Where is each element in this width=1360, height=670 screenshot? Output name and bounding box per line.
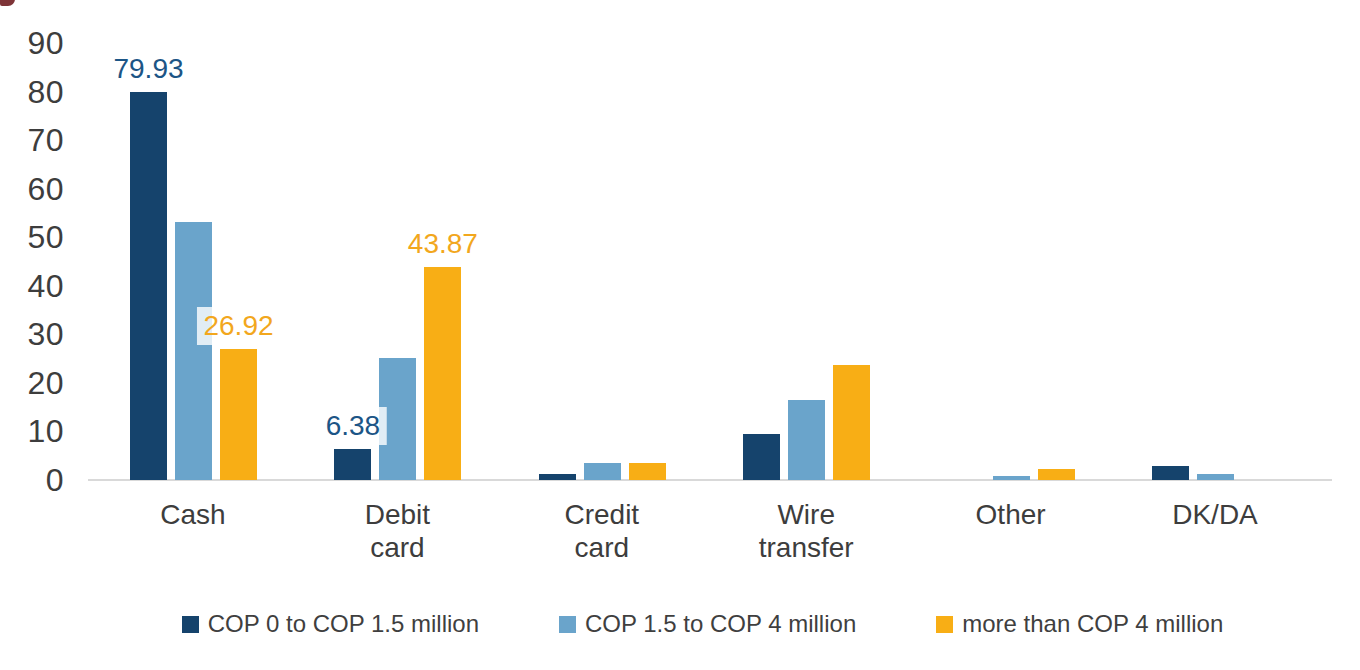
- bar-dk-da-series-1: [1197, 474, 1234, 480]
- y-tick-label-0: 0: [0, 463, 64, 497]
- bar-cash-series-1: [175, 222, 212, 480]
- y-tick-label-90: 90: [0, 26, 64, 60]
- bar-debit-card-series-2: [424, 267, 461, 480]
- legend-entry-0: COP 0 to COP 1.5 million: [182, 610, 479, 638]
- category-label-cash: Cash: [93, 498, 293, 531]
- cropped-text-artifact: [0, 0, 15, 6]
- legend-label: more than COP 4 million: [962, 610, 1223, 638]
- bar-wire-transfer-series-1: [788, 400, 825, 480]
- y-tick-label-80: 80: [0, 75, 64, 109]
- bar-dk-da-series-0: [1152, 466, 1189, 480]
- bar-wire-transfer-series-2: [833, 365, 870, 480]
- bar-cash-series-0: [130, 92, 167, 480]
- legend-swatch-icon: [559, 616, 576, 633]
- category-label-debit-card: Debitcard: [297, 498, 497, 564]
- legend-label: COP 1.5 to COP 4 million: [585, 610, 856, 638]
- y-tick-label-30: 30: [0, 317, 64, 351]
- bar-credit-card-series-1: [584, 463, 621, 480]
- legend-entry-2: more than COP 4 million: [936, 610, 1223, 638]
- bar-debit-card-series-0: [334, 449, 371, 480]
- legend: COP 0 to COP 1.5 million COP 1.5 to COP 4…: [0, 610, 1360, 638]
- y-tick-label-50: 50: [0, 220, 64, 254]
- bar-chart: 0102030405060708090 79.9326.926.3843.87 …: [0, 0, 1360, 670]
- legend-swatch-icon: [936, 616, 953, 633]
- category-label-wire-transfer: Wiretransfer: [706, 498, 906, 564]
- y-tick-label-70: 70: [0, 123, 64, 157]
- data-label-debit-card-series-0: 6.38: [319, 407, 388, 445]
- bar-other-series-1: [993, 476, 1030, 480]
- x-axis-line: [88, 479, 1332, 481]
- legend-swatch-icon: [182, 616, 199, 633]
- legend-label: COP 0 to COP 1.5 million: [208, 610, 479, 638]
- data-label-debit-card-series-2: 43.87: [401, 225, 485, 263]
- legend-entry-1: COP 1.5 to COP 4 million: [559, 610, 856, 638]
- y-tick-label-10: 10: [0, 414, 64, 448]
- data-label-cash-series-2: 26.92: [196, 307, 280, 345]
- y-tick-label-20: 20: [0, 366, 64, 400]
- bar-credit-card-series-0: [539, 474, 576, 480]
- category-label-other: Other: [911, 498, 1111, 531]
- data-label-cash-series-0: 79.93: [106, 50, 190, 88]
- y-tick-label-60: 60: [0, 172, 64, 206]
- bar-wire-transfer-series-0: [743, 434, 780, 480]
- bar-other-series-2: [1038, 469, 1075, 480]
- y-tick-label-40: 40: [0, 269, 64, 303]
- bar-cash-series-2: [220, 349, 257, 480]
- bar-credit-card-series-2: [629, 463, 666, 480]
- category-label-credit-card: Creditcard: [502, 498, 702, 564]
- category-label-dk-da: DK/DA: [1115, 498, 1315, 531]
